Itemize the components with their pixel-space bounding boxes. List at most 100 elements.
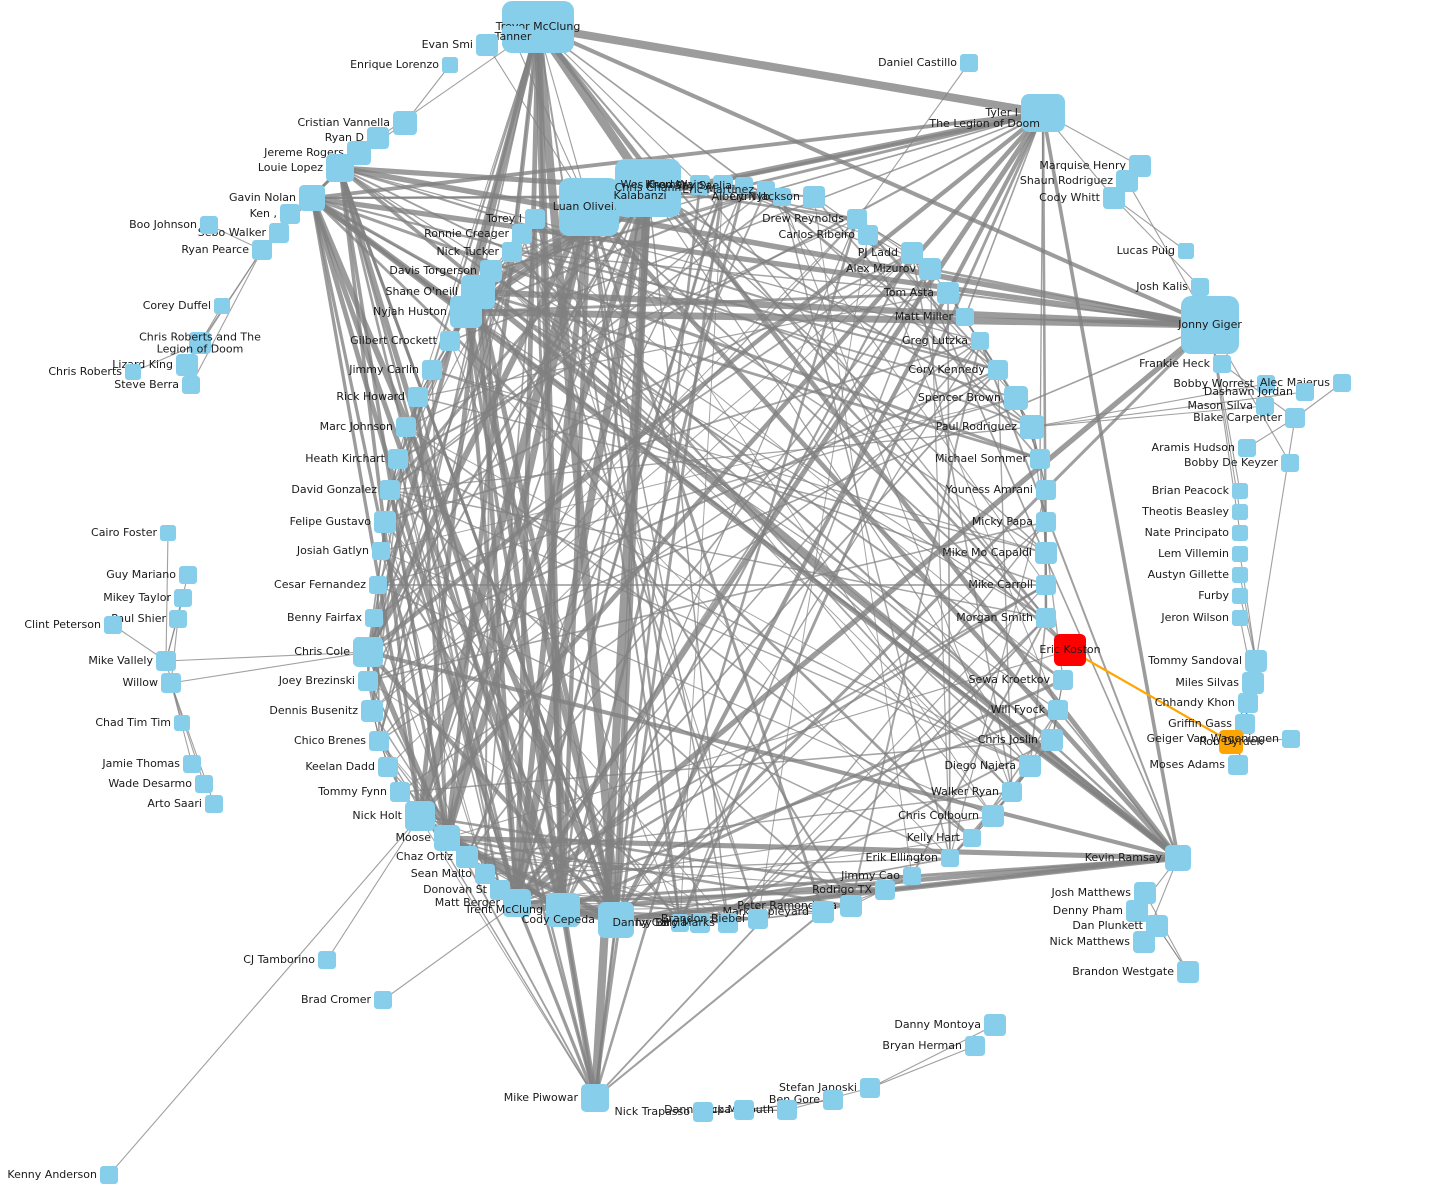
graph-node[interactable]	[369, 576, 387, 594]
graph-node[interactable]	[713, 175, 733, 195]
graph-node[interactable]	[735, 177, 753, 195]
graph-node[interactable]	[179, 566, 197, 584]
graph-node[interactable]	[1238, 693, 1258, 713]
graph-node[interactable]	[988, 360, 1008, 380]
graph-node[interactable]	[1053, 670, 1073, 690]
graph-node[interactable]	[671, 914, 689, 932]
graph-node[interactable]	[598, 902, 634, 938]
graph-node[interactable]	[901, 242, 923, 264]
graph-node[interactable]	[693, 1102, 713, 1122]
graph-node[interactable]	[956, 308, 974, 326]
graph-node[interactable]	[214, 298, 230, 314]
graph-node[interactable]	[269, 223, 289, 243]
graph-node[interactable]	[1296, 383, 1314, 401]
graph-node[interactable]	[1191, 278, 1209, 296]
graph-node[interactable]	[1116, 170, 1138, 192]
graph-node[interactable]	[1238, 439, 1256, 457]
graph-node[interactable]	[475, 864, 495, 884]
graph-node[interactable]	[1178, 243, 1194, 259]
graph-node[interactable]	[104, 616, 122, 634]
graph-node[interactable]	[405, 801, 435, 831]
graph-node[interactable]	[450, 296, 482, 328]
graph-node[interactable]	[1219, 730, 1243, 754]
graph-node[interactable]	[476, 34, 498, 56]
graph-node[interactable]	[803, 186, 825, 208]
graph-node[interactable]	[280, 204, 300, 224]
graph-node[interactable]	[1103, 187, 1125, 209]
graph-node[interactable]	[1232, 588, 1248, 604]
graph-node[interactable]	[169, 610, 187, 628]
graph-node[interactable]	[875, 880, 895, 900]
graph-node[interactable]	[1281, 454, 1299, 472]
graph-node[interactable]	[1035, 542, 1057, 564]
graph-node[interactable]	[559, 178, 619, 236]
graph-node[interactable]	[125, 364, 141, 380]
graph-node[interactable]	[380, 480, 400, 500]
graph-node[interactable]	[393, 111, 417, 135]
graph-node[interactable]	[1181, 296, 1239, 354]
graph-node[interactable]	[252, 240, 272, 260]
graph-node[interactable]	[734, 1100, 754, 1120]
graph-node[interactable]	[812, 901, 834, 923]
graph-node[interactable]	[941, 849, 959, 867]
graph-node[interactable]	[937, 282, 959, 304]
graph-node[interactable]	[1134, 882, 1156, 904]
graph-node[interactable]	[1019, 755, 1041, 777]
graph-node[interactable]	[1232, 610, 1248, 626]
graph-node[interactable]	[1232, 525, 1248, 541]
graph-node[interactable]	[388, 449, 408, 469]
graph-node[interactable]	[160, 525, 176, 541]
graph-node[interactable]	[1021, 94, 1065, 132]
graph-node[interactable]	[1256, 397, 1274, 415]
graph-node[interactable]	[982, 805, 1004, 827]
graph-node[interactable]	[378, 757, 398, 777]
graph-node[interactable]	[1036, 512, 1056, 532]
graph-node[interactable]	[748, 909, 768, 929]
graph-node[interactable]	[1165, 845, 1191, 871]
graph-node[interactable]	[1232, 546, 1248, 562]
graph-node[interactable]	[615, 159, 681, 217]
graph-node[interactable]	[690, 913, 710, 933]
graph-node[interactable]	[176, 354, 198, 376]
graph-node[interactable]	[183, 755, 201, 773]
graph-node[interactable]	[1002, 782, 1022, 802]
graph-node[interactable]	[1282, 730, 1300, 748]
graph-node[interactable]	[1048, 700, 1068, 720]
graph-node[interactable]	[502, 26, 524, 48]
graph-node[interactable]	[1036, 480, 1056, 500]
graph-node[interactable]	[353, 637, 383, 667]
graph-node[interactable]	[367, 127, 389, 149]
graph-node[interactable]	[189, 332, 211, 354]
graph-node[interactable]	[860, 1078, 880, 1098]
graph-node[interactable]	[440, 331, 460, 351]
graph-node[interactable]	[422, 360, 442, 380]
graph-node[interactable]	[100, 1166, 118, 1184]
graph-node[interactable]	[690, 175, 710, 195]
graph-node[interactable]	[773, 188, 791, 206]
graph-node[interactable]	[512, 224, 532, 244]
graph-node[interactable]	[374, 991, 392, 1009]
graph-node[interactable]	[456, 846, 478, 868]
graph-node[interactable]	[1041, 729, 1063, 751]
graph-node[interactable]	[1232, 567, 1248, 583]
graph-node[interactable]	[1245, 650, 1267, 672]
graph-node[interactable]	[546, 893, 580, 927]
graph-node[interactable]	[581, 1084, 609, 1112]
graph-node[interactable]	[1126, 900, 1148, 922]
graph-node[interactable]	[372, 542, 390, 560]
graph-node[interactable]	[1030, 449, 1050, 469]
graph-node[interactable]	[299, 185, 325, 211]
graph-node[interactable]	[396, 417, 416, 437]
graph-node[interactable]	[965, 1036, 985, 1056]
graph-node[interactable]	[1036, 608, 1056, 628]
graph-node[interactable]	[369, 731, 389, 751]
graph-node[interactable]	[963, 829, 981, 847]
graph-node[interactable]	[1285, 408, 1305, 428]
graph-node[interactable]	[960, 54, 978, 72]
graph-node[interactable]	[840, 895, 862, 917]
graph-node[interactable]	[1242, 672, 1264, 694]
graph-node[interactable]	[200, 216, 218, 234]
graph-node[interactable]	[442, 57, 458, 73]
graph-node[interactable]	[174, 715, 190, 731]
graph-node[interactable]	[408, 387, 428, 407]
